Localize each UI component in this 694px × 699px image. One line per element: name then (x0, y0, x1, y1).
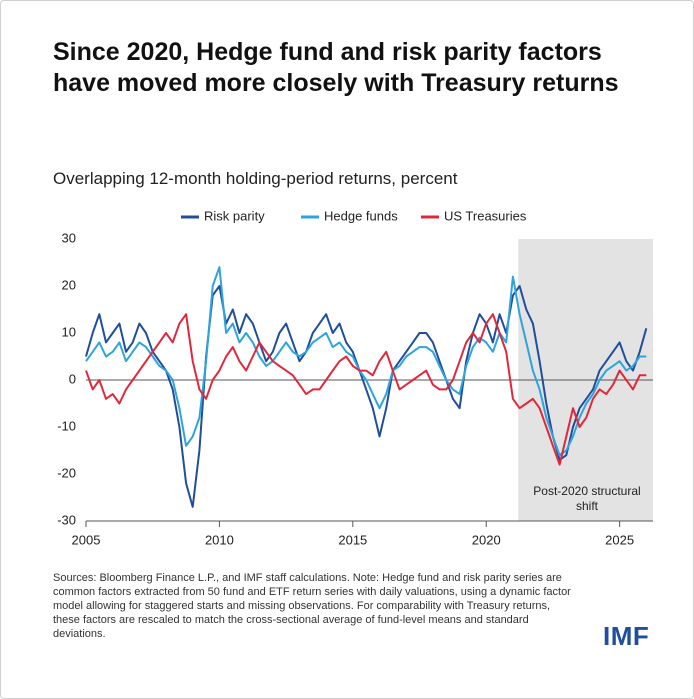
chart-subtitle: Overlapping 12-month holding-period retu… (53, 169, 458, 188)
y-tick-label: 0 (69, 371, 76, 386)
y-tick-label: -20 (57, 465, 76, 480)
source-note: Sources: Bloomberg Finance L.P., and IMF… (53, 572, 571, 640)
series-line (85, 266, 647, 457)
y-tick-label: -30 (57, 512, 76, 527)
y-tick-label: 10 (62, 324, 76, 339)
shade-label: Post-2020 structural shift (533, 484, 641, 513)
x-tick-label: 2005 (72, 532, 101, 547)
series-line (85, 313, 647, 466)
y-tick-label: -10 (57, 418, 76, 433)
x-tick-label: 2015 (338, 532, 367, 547)
x-tick-label: 2025 (605, 532, 634, 547)
legend-label: US Treasuries (444, 208, 527, 223)
legend-label: Hedge funds (324, 208, 398, 223)
y-tick-label: 30 (62, 230, 76, 245)
y-tick-label: 20 (62, 277, 76, 292)
chart-title: Since 2020, Hedge fund and risk parity f… (53, 38, 619, 97)
legend-label: Risk parity (204, 208, 265, 223)
x-tick-label: 2020 (472, 532, 501, 547)
x-tick-label: 2010 (205, 532, 234, 547)
logo: IMF (603, 621, 650, 651)
